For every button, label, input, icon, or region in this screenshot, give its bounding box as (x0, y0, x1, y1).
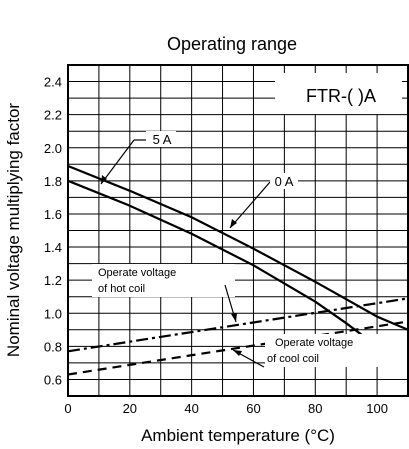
x-tick-label: 0 (64, 401, 71, 416)
series-label-bg-5a (146, 131, 176, 147)
x-tick-label: 80 (308, 401, 322, 416)
y-tick-label: 2.0 (44, 141, 62, 156)
arrow-0a (230, 219, 237, 228)
hot-coil-label-bg (92, 264, 235, 297)
hot-coil-arrow (231, 313, 237, 322)
y-axis-label: Nominal voltage multiplying factor (4, 103, 23, 358)
cool-coil-label-line1: Operate voltage (275, 337, 353, 349)
y-tick-label: 1.2 (44, 273, 62, 288)
arrow-5a (101, 175, 107, 184)
x-tick-label: 100 (366, 401, 388, 416)
series-label-5a: 5 A (153, 132, 172, 147)
series-line-operate-voltage-of-hot-coil (67, 297, 409, 353)
y-tick-labels: 0.6 0.8 1.0 1.2 1.4 1.6 1.8 2.0 2.2 2.4 (44, 75, 62, 388)
x-tick-label: 60 (246, 401, 260, 416)
cool-coil-label-bg (265, 334, 407, 367)
model-label-box (275, 73, 402, 114)
cool-coil-label-line2: of cool coil (267, 353, 319, 365)
y-tick-label: 2.2 (44, 108, 62, 123)
y-tick-label: 0.6 (44, 372, 62, 387)
model-label: FTR-( )A (306, 86, 376, 106)
leader-5a (100, 139, 135, 185)
series-label-bg-0a (270, 173, 298, 189)
series-line-5-a (67, 164, 409, 331)
cool-coil-arrow (233, 350, 242, 356)
x-tick-label: 40 (184, 401, 198, 416)
hot-coil-label-line2: of hot coil (98, 283, 145, 295)
series-label-0a: 0 A (275, 174, 294, 189)
y-tick-label: 0.8 (44, 339, 62, 354)
y-tick-label: 2.4 (44, 75, 62, 90)
x-tick-labels: 0 20 40 60 80 100 (64, 401, 388, 416)
series-line-operate-voltage-of-cool-coil (67, 320, 409, 376)
chart-title: Operating range (167, 34, 297, 54)
y-tick-label: 1.6 (44, 207, 62, 222)
x-tick-label: 20 (123, 401, 137, 416)
leader-0a (229, 181, 271, 229)
x-axis-label: Ambient temperature (°C) (141, 426, 335, 445)
plot-frame (67, 64, 409, 397)
y-tick-label: 1.0 (44, 306, 62, 321)
y-tick-label: 1.4 (44, 240, 62, 255)
hot-coil-label-line1: Operate voltage (98, 267, 176, 279)
y-tick-label: 1.8 (44, 174, 62, 189)
